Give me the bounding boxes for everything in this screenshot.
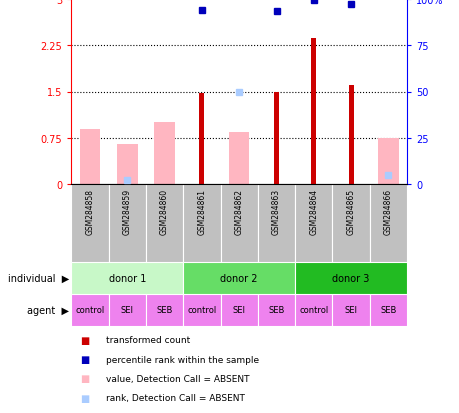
- Text: SEI: SEI: [232, 306, 245, 315]
- Bar: [183, 294, 220, 326]
- Text: agent  ▶: agent ▶: [27, 305, 69, 315]
- Text: GSM284861: GSM284861: [197, 188, 206, 234]
- Bar: [348, 86, 353, 185]
- Bar: [257, 185, 295, 262]
- Text: ■: ■: [80, 335, 90, 345]
- Text: control: control: [75, 306, 104, 315]
- Bar: [220, 185, 257, 262]
- Bar: [199, 94, 204, 185]
- Bar: [220, 294, 257, 326]
- Bar: [71, 262, 183, 294]
- Text: SEI: SEI: [121, 306, 134, 315]
- Text: donor 2: donor 2: [220, 273, 257, 283]
- Bar: [108, 185, 146, 262]
- Text: GSM284863: GSM284863: [271, 188, 280, 235]
- Text: SEB: SEB: [156, 306, 173, 315]
- Text: transformed count: transformed count: [106, 335, 190, 344]
- Text: GSM284866: GSM284866: [383, 188, 392, 235]
- Text: GSM284858: GSM284858: [85, 188, 94, 234]
- Bar: [257, 294, 295, 326]
- Text: SEB: SEB: [380, 306, 396, 315]
- Bar: [146, 185, 183, 262]
- Text: rank, Detection Call = ABSENT: rank, Detection Call = ABSENT: [106, 393, 244, 402]
- Bar: [311, 39, 315, 185]
- Bar: [332, 185, 369, 262]
- Text: ■: ■: [80, 374, 90, 384]
- Text: control: control: [298, 306, 328, 315]
- Text: SEI: SEI: [344, 306, 357, 315]
- Text: individual  ▶: individual ▶: [8, 273, 69, 283]
- Text: GSM284862: GSM284862: [234, 188, 243, 234]
- Bar: [295, 294, 332, 326]
- Bar: [229, 132, 249, 185]
- Text: GSM284859: GSM284859: [123, 188, 131, 235]
- Bar: [369, 185, 406, 262]
- Text: donor 1: donor 1: [108, 273, 146, 283]
- Text: ■: ■: [80, 393, 90, 403]
- Text: ■: ■: [80, 354, 90, 364]
- Bar: [295, 262, 406, 294]
- Text: GSM284865: GSM284865: [346, 188, 355, 235]
- Bar: [369, 294, 406, 326]
- Text: GSM284864: GSM284864: [308, 188, 318, 235]
- Bar: [146, 294, 183, 326]
- Text: value, Detection Call = ABSENT: value, Detection Call = ABSENT: [106, 374, 249, 383]
- Bar: [108, 294, 146, 326]
- Bar: [79, 129, 100, 185]
- Bar: [71, 185, 108, 262]
- Bar: [332, 294, 369, 326]
- Text: SEB: SEB: [268, 306, 284, 315]
- Text: donor 3: donor 3: [332, 273, 369, 283]
- Bar: [183, 262, 295, 294]
- Bar: [274, 92, 278, 185]
- Text: GSM284860: GSM284860: [160, 188, 169, 235]
- Bar: [295, 185, 332, 262]
- Bar: [71, 294, 108, 326]
- Bar: [154, 123, 174, 185]
- Text: control: control: [187, 306, 216, 315]
- Bar: [183, 185, 220, 262]
- Bar: [377, 138, 398, 185]
- Text: percentile rank within the sample: percentile rank within the sample: [106, 355, 258, 364]
- Bar: [117, 145, 137, 185]
